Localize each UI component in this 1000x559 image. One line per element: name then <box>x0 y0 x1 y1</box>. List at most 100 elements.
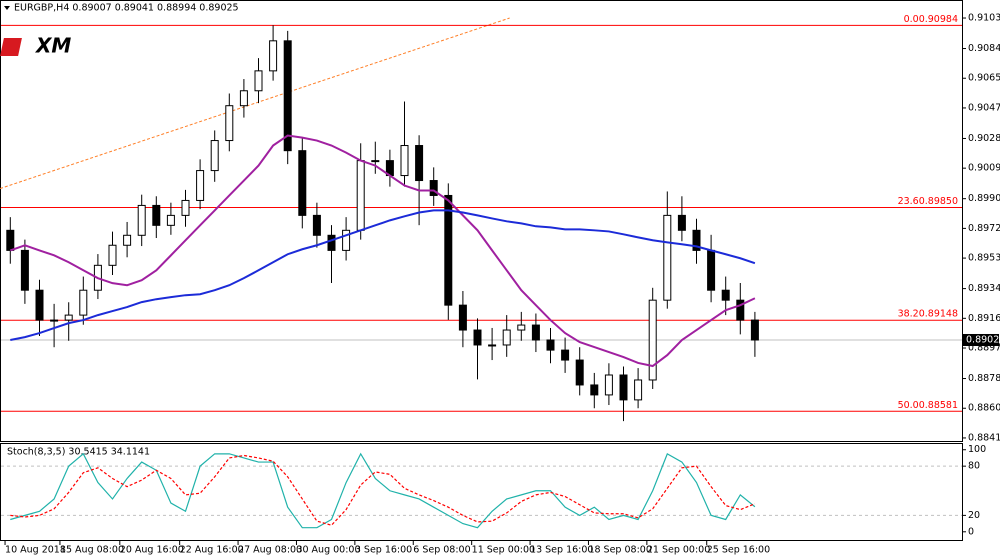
y-tick-label: 0.89905 <box>968 193 1000 204</box>
menu-arrow <box>4 6 10 10</box>
last-price-bg <box>963 333 999 346</box>
y-tick-label: 20 <box>968 510 980 521</box>
candle-body <box>619 374 628 401</box>
candle-body <box>517 324 526 331</box>
x-tick-label: 22 Aug 16:00 <box>180 545 244 556</box>
candle-body <box>736 299 745 321</box>
last-price-label: 0.89025 <box>966 334 1000 345</box>
candle-body <box>692 229 701 251</box>
candle-body <box>50 319 59 322</box>
y-tick-label: 80 <box>968 461 980 472</box>
logo: XM <box>0 34 71 58</box>
main-panel <box>0 0 963 442</box>
candle-body <box>721 289 730 301</box>
candle-body <box>677 214 686 231</box>
candle-body <box>502 329 511 346</box>
x-tick-label: 3 Sep 16:00 <box>355 545 412 556</box>
candle-body <box>531 324 540 341</box>
candle-body <box>269 40 278 72</box>
x-tick-label: 10 Aug 2018 <box>5 545 66 556</box>
candle-body <box>152 204 161 226</box>
candle-body <box>210 140 219 172</box>
y-tick-label: 100 <box>968 444 986 455</box>
y-tick-label: 0.89345 <box>968 283 1000 294</box>
x-tick-label: 15 Aug 08:00 <box>60 545 124 556</box>
candle-body <box>254 70 263 92</box>
y-tick-label: 0.89535 <box>968 253 1000 264</box>
candle-body <box>575 359 584 386</box>
candle-body <box>634 379 643 401</box>
last-price-box: 0.89025 <box>963 333 1000 346</box>
trendline <box>0 17 510 190</box>
candle-body <box>327 234 336 251</box>
fib-label: 38.20.89148 <box>898 309 958 320</box>
fib-label: 23.60.89850 <box>898 196 958 207</box>
x-tick-label: 25 Sep 16:00 <box>707 545 770 556</box>
y-tick-label: 0.88975 <box>968 343 1000 354</box>
candle-body <box>283 40 292 152</box>
candle-body <box>400 145 409 177</box>
candle-body <box>444 194 453 306</box>
candle-body <box>707 249 716 291</box>
y-tick-label: 0.90655 <box>968 73 1000 84</box>
x-tick-label: 6 Sep 08:00 <box>413 545 470 556</box>
moving-average <box>9 134 756 368</box>
x-tick-label: 20 Aug 16:00 <box>120 545 184 556</box>
stoch-panel <box>0 443 963 541</box>
y-tick-label: 0.88415 <box>968 432 1000 443</box>
candle-body <box>239 90 248 107</box>
candle-body <box>458 304 467 331</box>
stoch-line <box>10 452 756 529</box>
candle-body <box>225 105 234 142</box>
candle-body <box>750 319 759 341</box>
candle-body <box>181 199 190 216</box>
candle-body <box>196 170 205 201</box>
x-tick-label: 27 Aug 08:00 <box>238 545 302 556</box>
y-tick-label: 0 <box>968 526 974 537</box>
x-tick-label: 30 Aug 00:00 <box>296 545 360 556</box>
candle-body <box>166 214 175 226</box>
candle-body <box>415 145 424 182</box>
candle-body <box>20 249 29 291</box>
moving-average <box>10 209 756 341</box>
y-tick-label: 0.90095 <box>968 163 1000 174</box>
logo-text: XM <box>34 34 71 58</box>
candle-body <box>488 344 497 347</box>
candle-body <box>604 374 613 396</box>
candle-body <box>312 214 321 236</box>
candle-body <box>6 229 15 251</box>
candle-body <box>663 214 672 301</box>
candle-body <box>137 204 146 236</box>
candle-body <box>298 150 307 216</box>
candle-body <box>79 289 88 316</box>
candle-body <box>546 339 555 351</box>
x-tick-label: 11 Sep 00:00 <box>472 545 535 556</box>
candle-body <box>648 299 657 381</box>
candle-body <box>473 329 482 346</box>
candle-body <box>561 349 570 361</box>
candle-body <box>35 289 44 321</box>
y-tick-label: 0.88785 <box>968 373 1000 384</box>
fib-label: 50.00.88581 <box>898 400 958 411</box>
candle-body <box>342 229 351 251</box>
candle-body <box>64 314 73 321</box>
fib-label: 0.00.90984 <box>904 14 958 25</box>
stoch-line <box>10 454 756 526</box>
candle-body <box>590 384 599 396</box>
candle-body <box>429 180 438 196</box>
x-tick-label: 13 Sep 16:00 <box>530 545 593 556</box>
stoch-title: Stoch(8,3,5) 30.5415 34.1141 <box>7 447 150 458</box>
chart-title: EURGBP,H4 0.89007 0.89041 0.88994 0.8902… <box>14 3 239 14</box>
candle-body <box>108 244 117 266</box>
x-tick-label: 21 Sep 00:00 <box>647 545 710 556</box>
candle-body <box>356 160 365 231</box>
logo-icon <box>0 38 22 56</box>
